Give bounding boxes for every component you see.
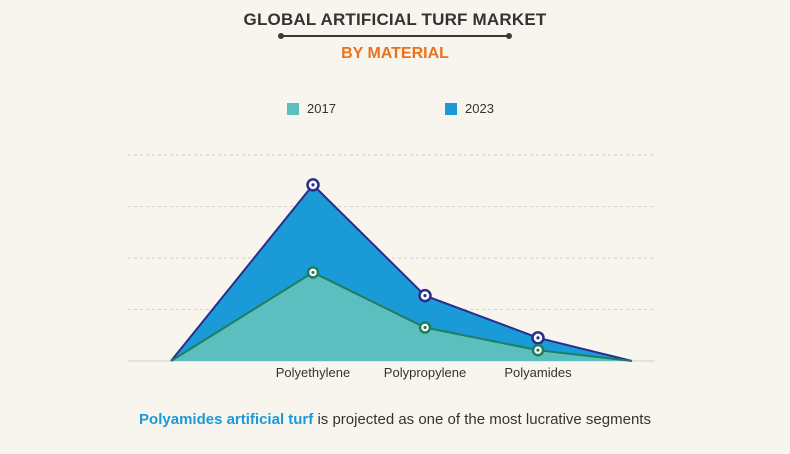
point-center-2017 (536, 348, 540, 352)
x-tick-label: Polypropylene (384, 365, 466, 380)
legend-swatch-2023 (445, 102, 457, 115)
footer-text: is projected as one of the most lucrativ… (313, 411, 651, 428)
legend-label-2017: 2017 (307, 101, 336, 116)
point-center-2017 (311, 270, 315, 275)
legend-item-2017: 2017 (287, 101, 336, 116)
footer-note: Polyamides artificial turf is projected … (0, 411, 790, 428)
divider-dot-left (278, 33, 284, 39)
legend: 2017 2023 (0, 101, 790, 119)
point-center-2023 (311, 183, 315, 187)
title-divider (278, 33, 512, 39)
x-tick-label: Polyethylene (276, 365, 350, 380)
divider-dot-right (506, 33, 512, 39)
footer-highlight: Polyamides artificial turf (139, 411, 314, 428)
x-tick-label: Polyamides (504, 365, 572, 380)
chart-subtitle: BY MATERIAL (341, 45, 449, 62)
legend-swatch-2017 (287, 102, 299, 115)
chart-title: GLOBAL ARTIFICIAL TURF MARKET (243, 10, 547, 29)
point-center-2017 (423, 325, 427, 330)
legend-item-2023: 2023 (445, 101, 494, 116)
point-center-2023 (423, 293, 427, 298)
legend-label-2023: 2023 (465, 101, 494, 116)
point-center-2023 (536, 336, 540, 340)
